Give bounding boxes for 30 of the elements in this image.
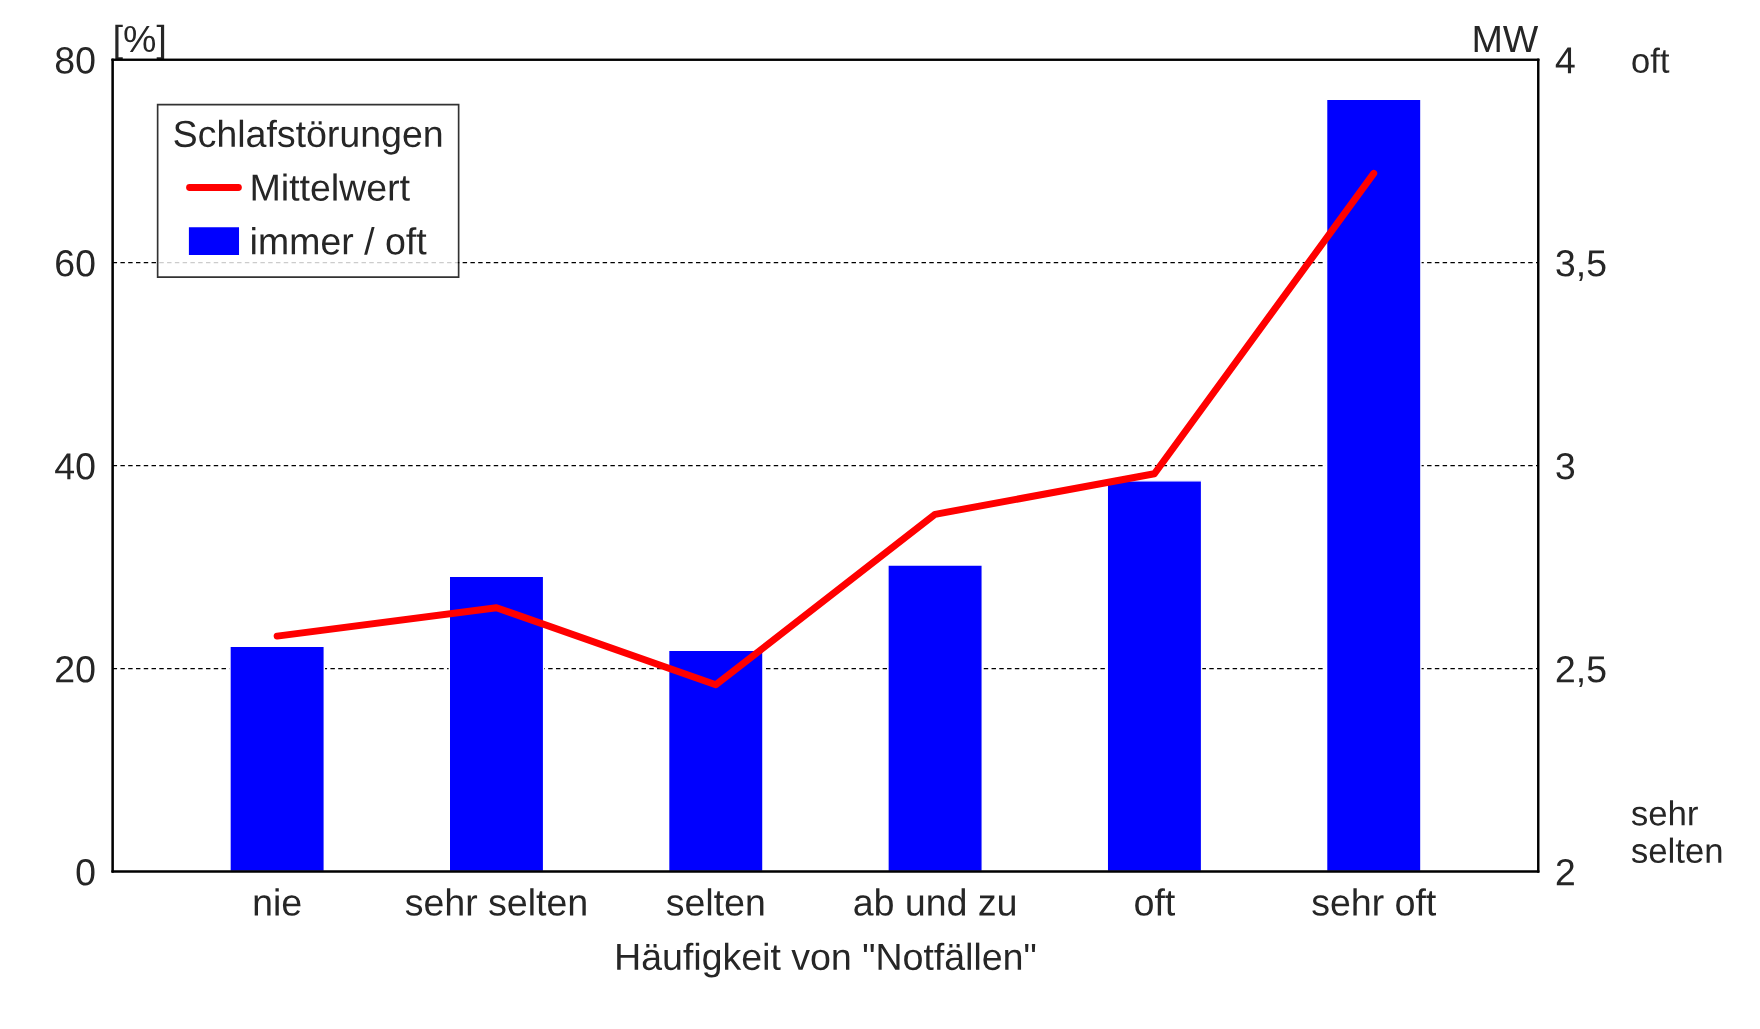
bar (229, 645, 325, 872)
x-tick-label: oft (1135, 888, 1175, 916)
y-axis-title: [%] (115, 24, 165, 60)
x-tick-label: selten (666, 888, 764, 916)
y-tick-label: 60 (56, 250, 95, 277)
y-tick-label: 80 (55, 47, 95, 74)
x-tick-label: ab und zu (854, 888, 1015, 916)
y-tick-label: 20 (56, 656, 95, 683)
x-tick-label: sehr selten (405, 888, 586, 916)
bar (1325, 98, 1422, 872)
y2-tick-label: 4 (1555, 47, 1575, 74)
x-axis-title: Häufigkeit von "Notfällen" (617, 942, 1036, 978)
y2-tick-label: 3,5 (1556, 250, 1606, 282)
bar (887, 564, 983, 872)
x-tick-label: nie (254, 888, 301, 916)
y2-tick-label: 2 (1556, 858, 1574, 886)
bar (1106, 480, 1203, 872)
text: oft (1632, 47, 1670, 74)
x-tick-label: sehr oft (1312, 888, 1437, 916)
y-tick-label: 40 (55, 453, 95, 480)
legend-label: immer / oft (252, 227, 427, 255)
legend-label: Mittelwert (252, 173, 410, 201)
text: sehr selten (1631, 800, 1722, 864)
bar (667, 649, 764, 872)
y2-tick-label: 3 (1556, 453, 1575, 480)
legend-title: Schlafstörungen (174, 119, 442, 155)
bar (448, 575, 545, 872)
y-tick-label: 0 (76, 858, 95, 886)
y2-tick-label: 2,5 (1556, 656, 1606, 687)
y2-axis-title: MW (1474, 26, 1539, 52)
